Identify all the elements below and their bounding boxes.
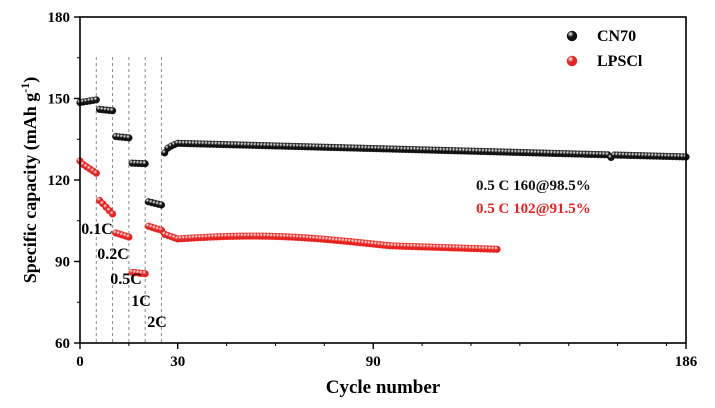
point-cn70: [92, 96, 100, 104]
rate-labels: 0.1C 0.2C 0.5C 1C 2C: [81, 221, 167, 331]
legend-marker-lpscl: [566, 55, 578, 67]
x-axis-ticks: 0 30 90 186: [76, 343, 698, 370]
series-lpscl-points: [76, 157, 501, 278]
legend-dot-cn70: [566, 30, 578, 42]
point-lpscl: [108, 210, 117, 218]
y-tick-label: 90: [55, 255, 70, 271]
point-cn70: [108, 107, 117, 115]
legend-label-cn70: CN70: [597, 28, 636, 45]
legend-dot-lpscl: [566, 55, 578, 67]
legend: CN70 LPSCl: [566, 28, 643, 70]
annotation-lpscl: 0.5 C 102@91.5%: [476, 201, 591, 217]
annotation-cn70: 0.5 C 160@98.5%: [476, 178, 591, 194]
x-tick-label: 0: [76, 354, 84, 370]
plot-frame: [79, 16, 687, 344]
y-axis-label: Specific capacity (mAh g-1): [18, 77, 41, 283]
point-cn70: [141, 160, 149, 168]
y-tick-label: 180: [48, 10, 71, 26]
x-tick-label: 30: [170, 354, 185, 370]
point-lpscl: [125, 233, 133, 241]
point-cn70: [125, 134, 133, 142]
x-axis-label: Cycle number: [326, 377, 441, 398]
rate-label-1c: 1C: [131, 293, 151, 310]
rate-label-02c: 0.2C: [97, 246, 129, 263]
legend-label-lpscl: LPSCl: [597, 53, 643, 70]
rate-label-2c: 2C: [147, 314, 167, 331]
rate-label-05c: 0.5C: [110, 271, 142, 288]
point-lpscl: [92, 169, 100, 177]
y-axis-ticks: 60 90 120 150 180: [48, 10, 80, 352]
point-lpscl: [141, 270, 149, 278]
point-lpscl: [493, 245, 501, 253]
y-tick-label: 120: [48, 173, 71, 189]
legend-marker-cn70: [566, 30, 578, 42]
x-tick-label: 90: [366, 354, 381, 370]
series-cn70-points: [76, 96, 690, 209]
rate-label-01c: 0.1C: [81, 221, 113, 238]
point-cn70: [157, 201, 166, 209]
x-tick-label: 186: [675, 354, 698, 370]
y-tick-label: 150: [48, 92, 71, 108]
y-tick-label: 60: [55, 336, 70, 352]
